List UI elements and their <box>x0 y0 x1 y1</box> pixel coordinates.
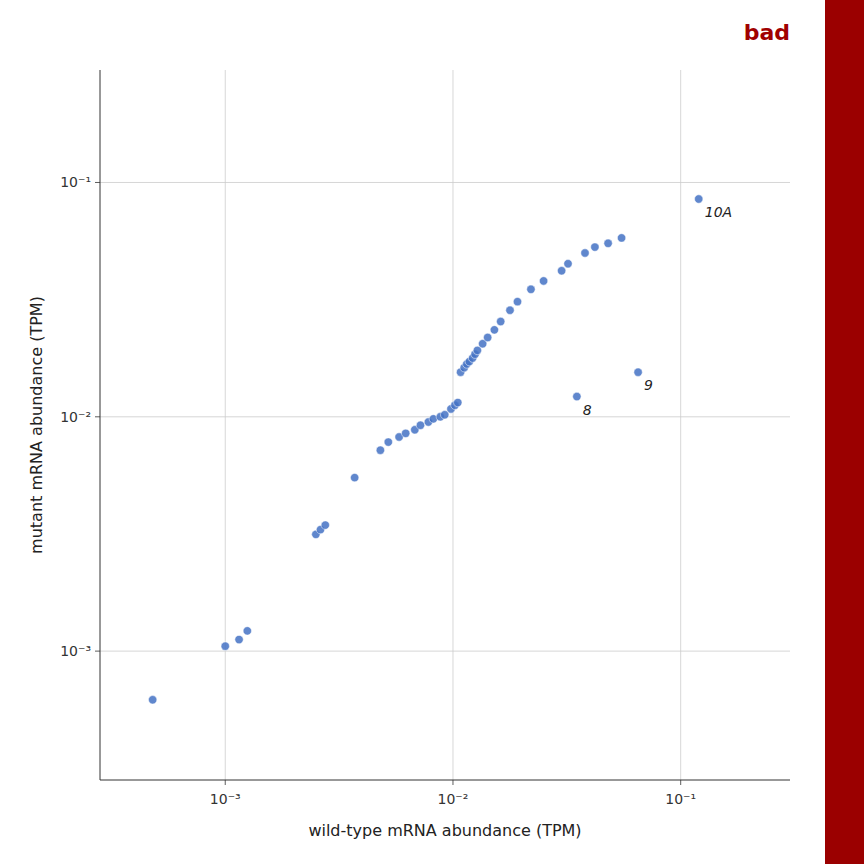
grid-line <box>225 70 226 780</box>
point <box>454 398 462 406</box>
grid-line <box>100 651 790 652</box>
point <box>148 696 156 704</box>
point <box>506 306 514 314</box>
y-tick-label: 10⁻² <box>60 409 91 425</box>
grid <box>100 70 790 780</box>
y-axis-label: mutant mRNA abundance (TPM) <box>27 296 46 554</box>
y-tick <box>95 182 100 183</box>
annotation: 9 <box>644 377 653 393</box>
x-tick <box>680 780 681 785</box>
point <box>350 473 358 481</box>
title: bad <box>744 20 790 45</box>
y-axis-line <box>100 70 101 780</box>
y-tick-label: 10⁻¹ <box>60 174 91 190</box>
point <box>539 277 547 285</box>
x-tick <box>225 780 226 785</box>
point <box>376 446 384 454</box>
x-tick-label: 10⁻³ <box>210 791 241 807</box>
x-tick <box>452 780 453 785</box>
annotation: 10A <box>705 204 732 220</box>
point <box>496 317 504 325</box>
grid-line <box>452 70 453 780</box>
x-axis-line <box>100 780 790 781</box>
y-tick <box>95 416 100 417</box>
point <box>235 635 243 643</box>
point <box>483 333 491 341</box>
point <box>634 368 642 376</box>
point <box>243 627 251 635</box>
point <box>527 285 535 293</box>
annotation: 8 <box>583 402 592 418</box>
point <box>490 326 498 334</box>
point <box>321 521 329 529</box>
point <box>564 260 572 268</box>
point <box>604 239 612 247</box>
point <box>617 234 625 242</box>
x-tick-label: 10⁻² <box>438 791 469 807</box>
background <box>0 0 864 864</box>
y-tick-label: 10⁻³ <box>60 643 91 659</box>
point <box>513 297 521 305</box>
point <box>695 195 703 203</box>
point <box>591 243 599 251</box>
point <box>221 642 229 650</box>
chart: 10⁻³ 10⁻² 10⁻¹ 10⁻³ 10⁻² 10⁻¹ wild-type mRNA a… <box>0 0 864 864</box>
side-bar <box>825 0 864 864</box>
point <box>401 429 409 437</box>
points <box>148 195 702 704</box>
point <box>384 438 392 446</box>
point <box>573 392 581 400</box>
grid-line <box>680 70 681 780</box>
point <box>557 267 565 275</box>
point <box>416 421 424 429</box>
grid-line <box>100 182 790 183</box>
point <box>581 249 589 257</box>
x-axis-label: wild-type mRNA abundance (TPM) <box>308 821 581 840</box>
y-tick <box>95 651 100 652</box>
x-tick-label: 10⁻¹ <box>665 791 696 807</box>
